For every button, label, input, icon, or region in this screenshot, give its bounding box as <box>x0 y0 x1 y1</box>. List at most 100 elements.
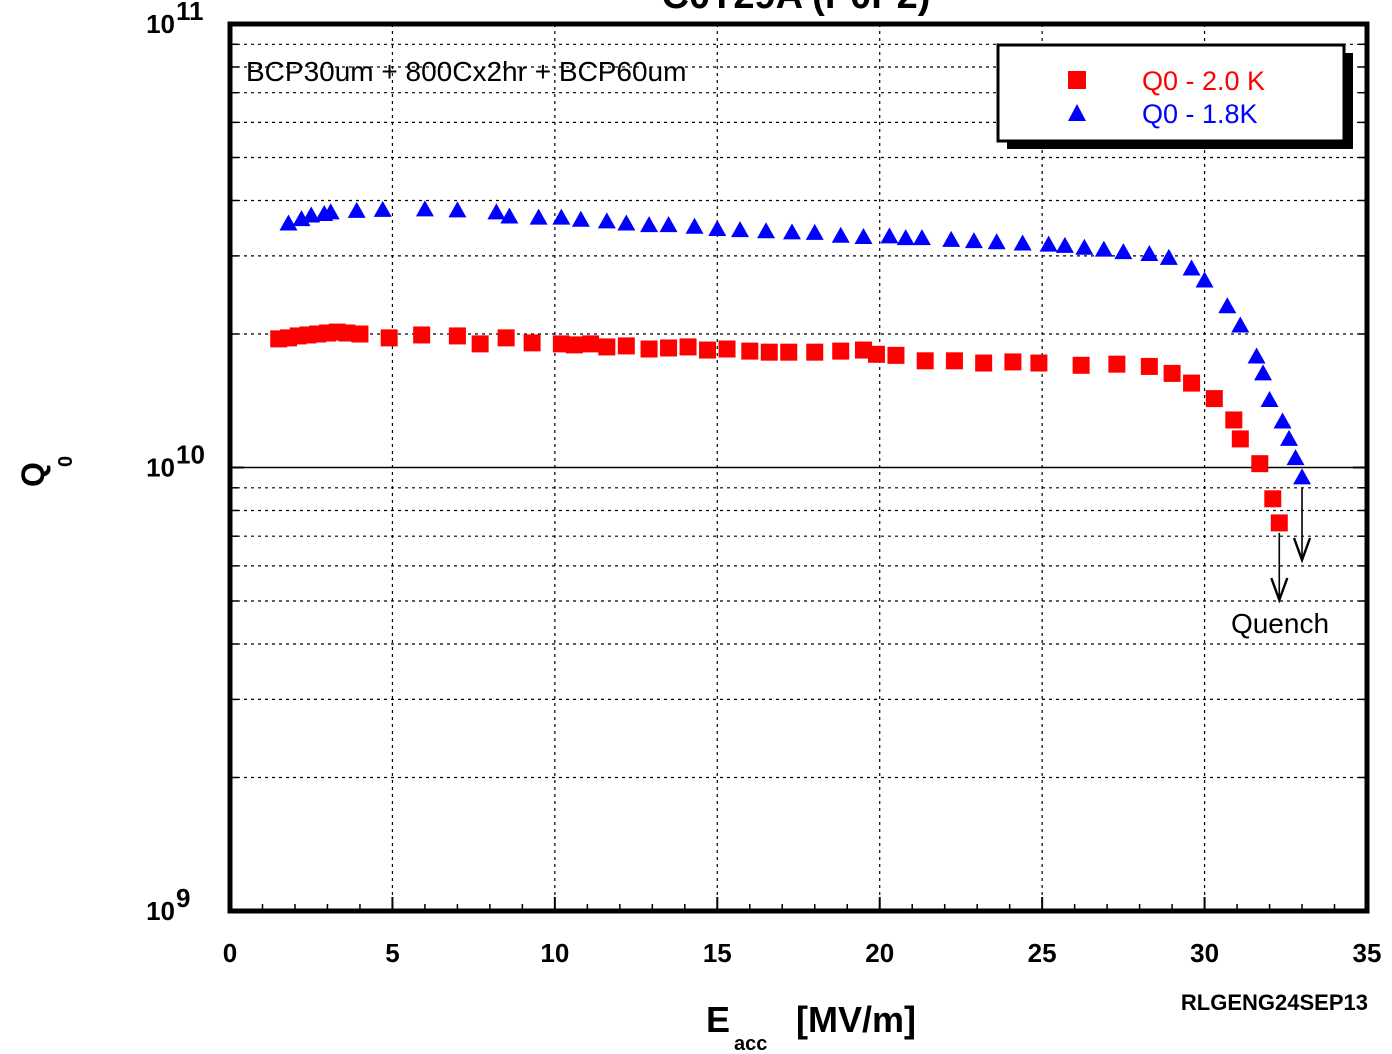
chart-title: C0T29A (P0P2) <box>662 0 931 17</box>
data-point-triangle <box>597 212 616 229</box>
data-point-square <box>1108 355 1126 373</box>
y-tick-label: 10 11 <box>146 0 203 39</box>
data-point-triangle <box>942 230 961 247</box>
data-point-triangle <box>571 210 590 227</box>
x-tick-label: 30 <box>1190 938 1219 968</box>
data-point-square <box>565 336 583 354</box>
data-point-square <box>552 335 570 353</box>
data-point-square <box>1140 357 1158 375</box>
data-point-triangle <box>617 214 636 231</box>
data-point-triangle <box>1094 240 1113 257</box>
data-point-square <box>640 340 658 358</box>
data-point-triangle <box>1075 238 1094 255</box>
y-tick-label-exponent: 9 <box>176 883 190 913</box>
data-point-triangle <box>1260 390 1279 407</box>
quench-arrow-head <box>1292 537 1312 564</box>
y-axis-label-sub: 0 <box>55 456 77 467</box>
data-point-triangle <box>685 217 704 234</box>
data-point-square <box>760 343 778 361</box>
data-point-square <box>598 338 616 356</box>
data-point-triangle <box>1140 244 1159 261</box>
data-point-triangle <box>302 206 321 223</box>
legend-box <box>996 43 1346 143</box>
data-point-square <box>741 342 759 360</box>
x-tick-label: 25 <box>1028 938 1057 968</box>
y-tick-label: 10 9 <box>146 883 190 926</box>
data-point-triangle <box>1286 449 1305 466</box>
data-point-triangle <box>321 203 340 220</box>
data-point-triangle <box>854 227 873 244</box>
data-point-triangle <box>880 227 899 244</box>
data-point-triangle <box>731 221 750 238</box>
data-point-square <box>380 329 398 347</box>
y-tick-label-base: 10 <box>146 896 175 926</box>
plot-frame <box>227 21 1370 914</box>
data-point-square <box>1231 430 1249 448</box>
data-point-triangle <box>1195 271 1214 288</box>
data-point-triangle <box>659 216 678 233</box>
data-point-square <box>582 335 600 353</box>
data-point-square <box>471 335 489 353</box>
y-tick-label: 10 10 <box>146 440 205 483</box>
y-tick-label-base: 10 <box>146 9 175 39</box>
x-axis-label-sub: acc <box>734 1033 767 1054</box>
data-point-square <box>1072 356 1090 374</box>
data-point-square <box>1270 514 1288 532</box>
data-point-square <box>806 343 824 361</box>
data-point-triangle <box>831 226 850 243</box>
quench-label: Quench <box>1231 608 1329 639</box>
data-point-square <box>1225 411 1243 429</box>
legend-label: Q0 - 1.8K <box>1142 99 1258 129</box>
data-point-triangle <box>640 216 659 233</box>
x-tick-label: 10 <box>540 938 569 968</box>
data-point-square <box>975 354 993 372</box>
data-point-triangle <box>487 203 506 220</box>
data-point-square <box>1183 374 1201 392</box>
data-point-triangle <box>708 219 727 236</box>
x-axis-label-unit: [MV/m] <box>796 999 916 1040</box>
data-point-square <box>1264 490 1282 508</box>
data-point-square <box>1205 390 1223 408</box>
data-point-triangle <box>373 200 392 217</box>
data-point-triangle <box>1247 347 1266 364</box>
x-axis-label-main: E <box>706 999 730 1040</box>
data-point-triangle <box>1293 468 1312 485</box>
data-point-square <box>854 341 872 359</box>
y-tick-label-exponent: 10 <box>176 440 205 470</box>
data-point-square <box>338 324 356 342</box>
data-point-square <box>660 339 678 357</box>
data-point-square <box>413 326 431 344</box>
data-point-square <box>523 334 541 352</box>
data-point-triangle <box>1114 243 1133 260</box>
points-layer <box>270 200 1312 532</box>
treatment-annotation: BCP30um + 800Cx2hr + BCP60um <box>246 56 686 87</box>
y-axis-label: Q 0 <box>15 456 77 487</box>
data-point-triangle <box>448 201 467 218</box>
x-tick-label: 20 <box>865 938 894 968</box>
data-point-triangle <box>964 232 983 249</box>
data-point-triangle <box>1013 234 1032 251</box>
data-point-square <box>448 327 466 345</box>
data-point-square <box>497 329 515 347</box>
data-point-triangle <box>1280 429 1299 446</box>
data-point-square <box>679 338 697 356</box>
legend-label: Q0 - 2.0 K <box>1142 66 1265 96</box>
data-point-triangle <box>783 223 802 240</box>
data-point-triangle <box>279 214 298 231</box>
data-point-triangle <box>1039 235 1058 252</box>
data-point-triangle <box>987 233 1006 250</box>
x-tick-label: 0 <box>223 938 237 968</box>
x-tick-label: 35 <box>1353 938 1382 968</box>
data-point-triangle <box>805 223 824 240</box>
data-point-square <box>617 337 635 355</box>
data-point-square <box>1004 353 1022 371</box>
data-point-triangle <box>552 208 571 225</box>
grid-layer <box>230 24 1367 911</box>
data-point-square <box>867 345 885 363</box>
data-point-square <box>916 352 934 370</box>
data-point-triangle <box>1254 364 1273 381</box>
series-square <box>270 323 1288 532</box>
legend-marker-square <box>1068 71 1086 89</box>
